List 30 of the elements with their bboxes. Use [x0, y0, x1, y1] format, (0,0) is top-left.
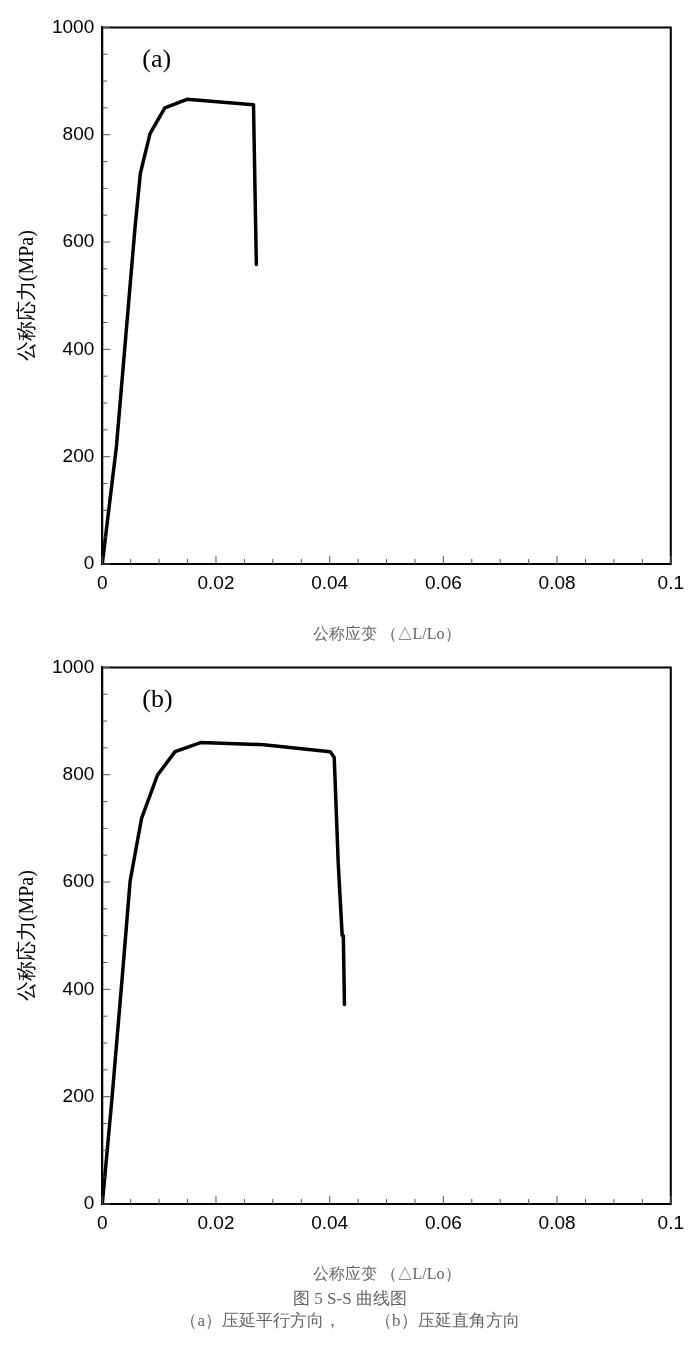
x-tick-label: 0.04	[311, 571, 349, 593]
x-tick-label: 0.1	[657, 1211, 684, 1233]
x-tick-label: 0.02	[197, 571, 235, 593]
x-tick-label: 0.02	[197, 1211, 235, 1233]
y-tick-label: 800	[62, 122, 95, 144]
caption: 图 5 S-S 曲线图	[292, 1288, 408, 1310]
y-tick-label: 1000	[51, 655, 95, 677]
text: （a）压延平行方向， （b）压延直角方向	[179, 1310, 521, 1332]
x-tick-label: 0.08	[538, 571, 576, 593]
y-tick-label: 200	[62, 444, 95, 466]
y-axis-title: 公称応力(MPa)	[15, 230, 39, 362]
annotation: (b)	[142, 684, 173, 714]
x-tick-label: 0.06	[424, 1211, 462, 1233]
x-tick-label: 0.06	[424, 571, 462, 593]
y-tick-label: 400	[62, 337, 95, 359]
x-tick-label: 0.1	[657, 571, 684, 593]
y-axis-title: 公称応力(MPa)	[15, 870, 39, 1002]
annotation: (a)	[142, 44, 172, 74]
y-tick-label: 400	[62, 977, 95, 999]
x-tick-label: 0.08	[538, 1211, 576, 1233]
y-tick-label: 600	[62, 230, 95, 252]
x-axis-title: 公称应变 （△L/Lo）	[312, 624, 461, 642]
y-tick-label: 0	[83, 552, 95, 574]
y-tick-label: 200	[62, 1084, 95, 1106]
y-tick-label: 1000	[51, 15, 95, 37]
y-tick-label: 600	[62, 870, 95, 892]
y-tick-label: 0	[83, 1192, 95, 1214]
x-axis-title: 公称应变 （△L/Lo）	[312, 1264, 461, 1282]
y-tick-label: 800	[62, 762, 95, 784]
x-tick-label: 0.04	[311, 1211, 349, 1233]
